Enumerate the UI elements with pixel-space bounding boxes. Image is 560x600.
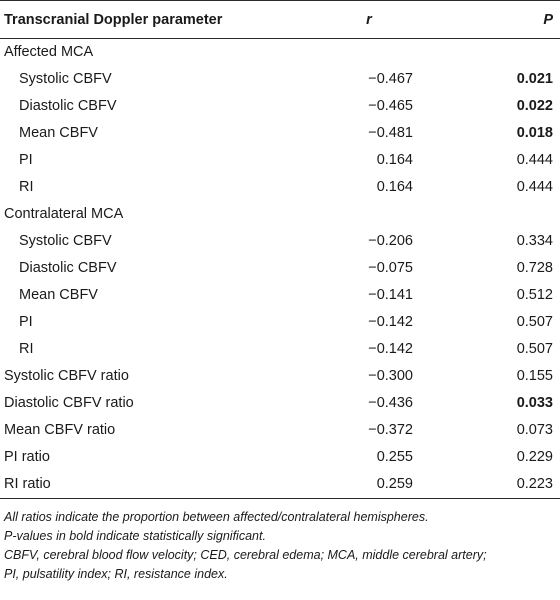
parameter-label: RI: [19, 341, 34, 357]
parameter-label: RI: [19, 179, 34, 195]
p-value: 0.507: [516, 341, 553, 357]
table-row: Systolic CBFV −0.467 0.021: [0, 66, 560, 93]
r-value: 0.164: [376, 179, 413, 195]
parameter-label: Diastolic CBFV: [19, 98, 117, 114]
r-value: −0.142: [368, 314, 413, 330]
r-value: 0.259: [264, 471, 414, 499]
section-label: Affected MCA: [4, 44, 94, 60]
p-value: 0.155: [516, 368, 553, 384]
table-footnotes: All ratios indicate the proportion betwe…: [0, 508, 560, 584]
r-value: 0.255: [376, 449, 413, 465]
table-row: Affected MCA: [0, 39, 560, 67]
table-row: Diastolic CBFV −0.465 0.022: [0, 93, 560, 120]
table-body: Affected MCA Systolic CBFV −0.467 0.021 Dias…: [0, 39, 560, 499]
r-value: [264, 201, 414, 228]
p-value: [414, 201, 560, 228]
p-value: [414, 39, 560, 67]
table-row: Mean CBFV ratio −0.372 0.073: [0, 417, 560, 444]
table-header: Transcranial Doppler parameter r P: [0, 0, 560, 39]
r-value: [264, 39, 414, 67]
table-row: RI ratio 0.259 0.223: [0, 471, 560, 499]
parameter-label: PI ratio: [4, 449, 50, 465]
p-value: 0.022: [516, 98, 553, 114]
r-value: −0.436: [368, 395, 413, 411]
p-value: 0.018: [516, 125, 553, 141]
table-row: Diastolic CBFV ratio −0.436 0.033: [0, 390, 560, 417]
header-parameter: Transcranial Doppler parameter: [0, 0, 264, 39]
parameter-label: Diastolic CBFV: [19, 260, 117, 276]
r-value: −0.206: [368, 233, 413, 249]
parameter-label: Mean CBFV: [19, 287, 98, 303]
parameter-label: Mean CBFV ratio: [4, 422, 116, 438]
r-value: −0.372: [368, 422, 413, 438]
p-value: 0.021: [516, 71, 553, 87]
table-row: Mean CBFV −0.141 0.512: [0, 282, 560, 309]
parameter-label: Systolic CBFV ratio: [4, 368, 129, 384]
header-p: P: [414, 0, 560, 39]
p-value: 0.223: [414, 471, 560, 499]
parameter-label: RI ratio: [0, 471, 264, 499]
section-label: Contralateral MCA: [4, 206, 124, 222]
table-row: Diastolic CBFV −0.075 0.728: [0, 255, 560, 282]
parameter-label: Mean CBFV: [19, 125, 98, 141]
p-value: 0.512: [516, 287, 553, 303]
r-value: −0.481: [368, 125, 413, 141]
table-row: PI −0.142 0.507: [0, 309, 560, 336]
parameter-label: Systolic CBFV: [19, 71, 112, 87]
footnote-line: PI, pulsatility index; RI, resistance in…: [4, 567, 228, 581]
r-value: −0.141: [368, 287, 413, 303]
table-row: Systolic CBFV −0.206 0.334: [0, 228, 560, 255]
r-value: −0.300: [368, 368, 413, 384]
p-value: 0.728: [516, 260, 553, 276]
p-value: 0.444: [516, 152, 553, 168]
r-value: −0.142: [368, 341, 413, 357]
footnote-line: All ratios indicate the proportion betwe…: [4, 510, 429, 524]
p-value: 0.229: [516, 449, 553, 465]
parameter-label: Diastolic CBFV ratio: [4, 395, 134, 411]
table-row: PI 0.164 0.444: [0, 147, 560, 174]
p-value: 0.507: [516, 314, 553, 330]
footnote-line: CBFV, cerebral blood flow velocity; CED,…: [4, 548, 487, 562]
table-row: RI −0.142 0.507: [0, 336, 560, 363]
parameter-label: PI: [19, 152, 33, 168]
r-value: −0.467: [368, 71, 413, 87]
table-row: Mean CBFV −0.481 0.018: [0, 120, 560, 147]
parameter-label: PI: [19, 314, 33, 330]
p-value: 0.073: [516, 422, 553, 438]
table-row: RI 0.164 0.444: [0, 174, 560, 201]
r-value: 0.164: [376, 152, 413, 168]
correlation-table: Transcranial Doppler parameter r P Affec…: [0, 0, 560, 499]
r-value: −0.075: [368, 260, 413, 276]
correlation-table-container: Transcranial Doppler parameter r P Affec…: [0, 0, 560, 584]
table-row: Contralateral MCA: [0, 201, 560, 228]
table-row: Systolic CBFV ratio −0.300 0.155: [0, 363, 560, 390]
header-r: r: [264, 0, 414, 39]
footnote-line: P-values in bold indicate statistically …: [4, 529, 266, 543]
p-value: 0.444: [516, 179, 553, 195]
p-value: 0.033: [516, 395, 553, 411]
p-value: 0.334: [516, 233, 553, 249]
table-row: PI ratio 0.255 0.229: [0, 444, 560, 471]
header-row: Transcranial Doppler parameter r P: [0, 0, 560, 39]
r-value: −0.465: [368, 98, 413, 114]
parameter-label: Systolic CBFV: [19, 233, 112, 249]
